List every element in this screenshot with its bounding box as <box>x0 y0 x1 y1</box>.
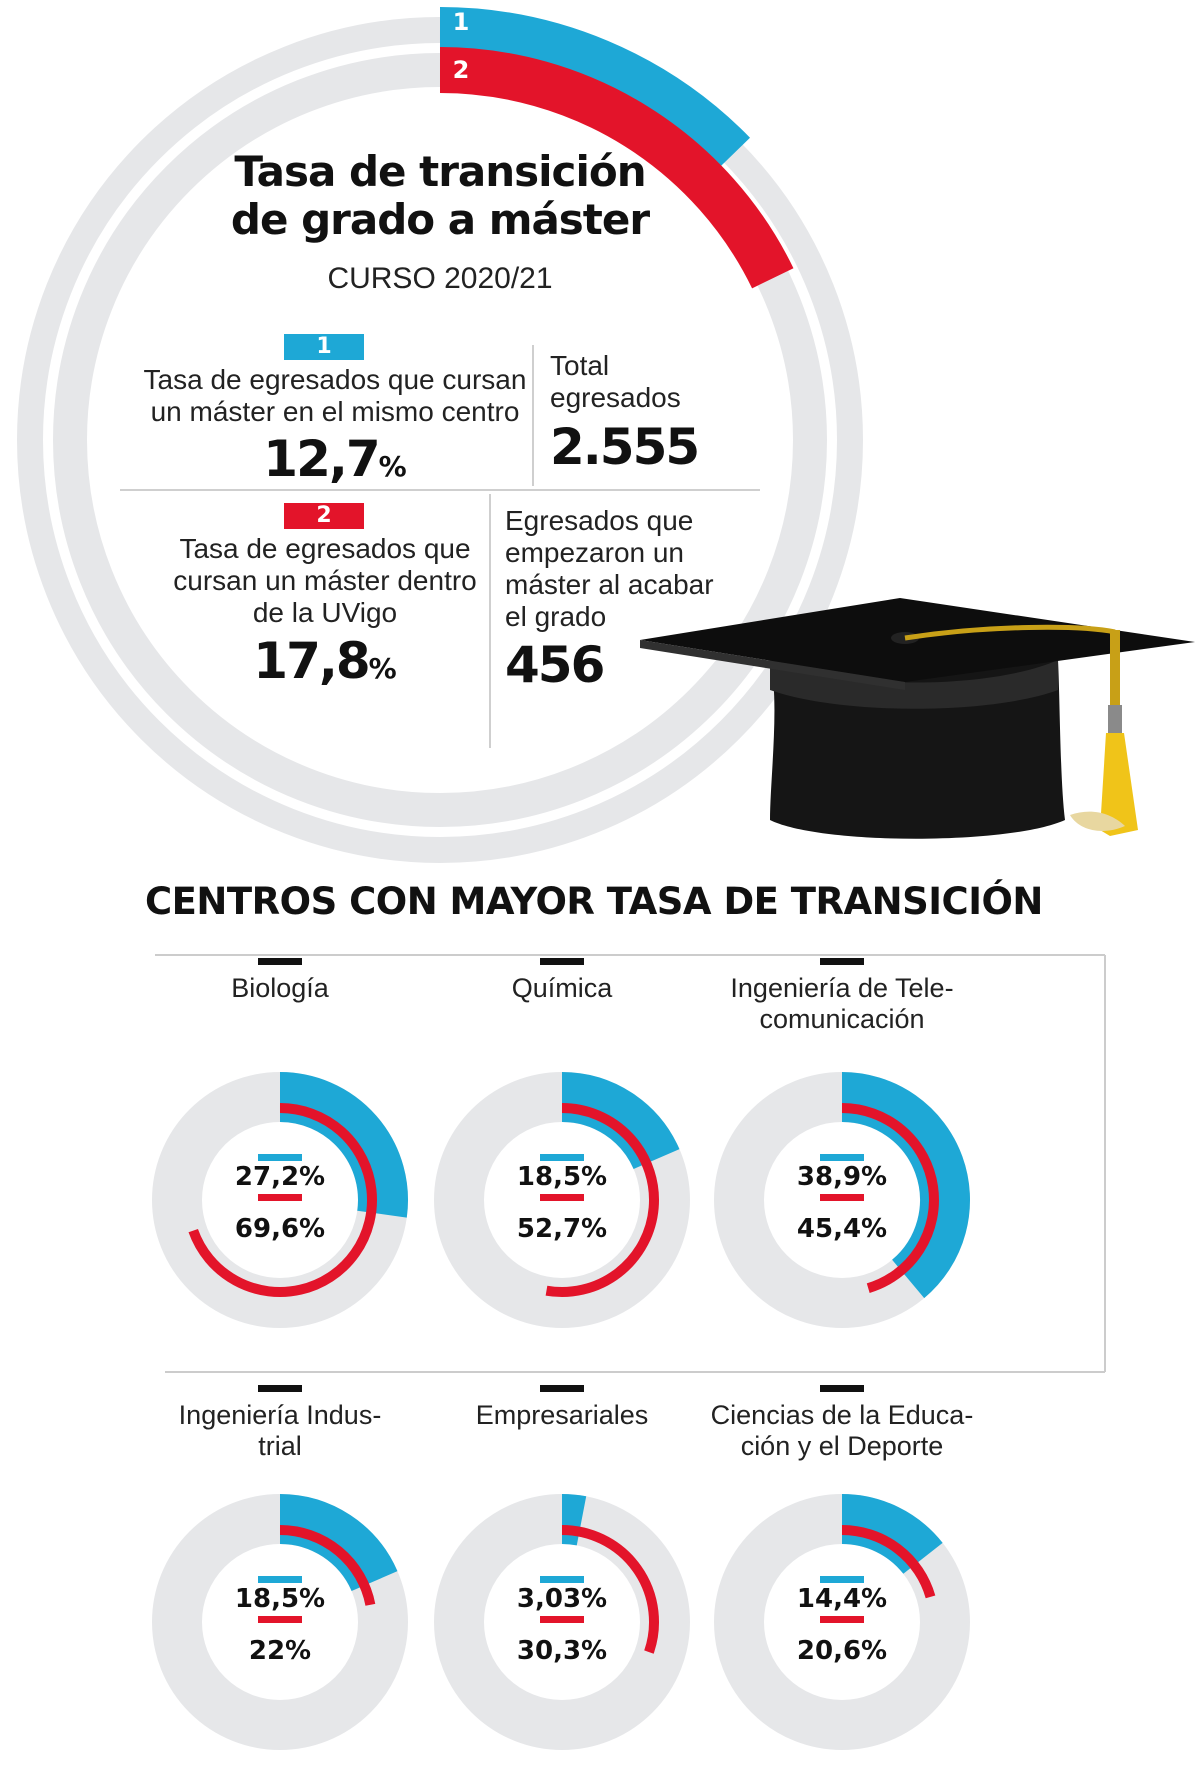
rate1-number: 12,7 <box>263 430 380 488</box>
rate2-label-line-3: de la UVigo <box>252 597 398 628</box>
rate2-unit: % <box>368 652 397 685</box>
center-value-2-4: 30,3% <box>516 1636 608 1666</box>
center-value-2-0: 69,6% <box>234 1214 326 1244</box>
center-dash-5 <box>820 1385 864 1392</box>
rate2-value: 17,8% <box>130 632 520 690</box>
started-label-line-4: el grado <box>505 601 607 632</box>
center-value-1-3: 18,5% <box>234 1584 326 1614</box>
center-name-1: Química <box>412 973 712 1004</box>
rate2-badge: 2 <box>284 503 364 529</box>
center-legend-2-2 <box>820 1194 864 1201</box>
center-name-line-1: Ingeniería de Tele- <box>730 973 954 1003</box>
center-legend-2-1 <box>540 1194 584 1201</box>
center-arc-2-1 <box>545 1103 659 1297</box>
center-legend-2-3 <box>258 1616 302 1623</box>
center-name-line-2: comunicación <box>759 1004 925 1034</box>
center-arc-2-4 <box>561 1525 659 1654</box>
center-legend-1-1 <box>540 1154 584 1161</box>
graduation-cap-icon <box>640 598 1195 839</box>
center-legend-1-5 <box>820 1576 864 1583</box>
rate1-badge: 1 <box>284 334 364 360</box>
center-dash-3 <box>258 1385 302 1392</box>
center-value-2-5: 20,6% <box>796 1636 888 1666</box>
rate1-unit: % <box>378 450 407 483</box>
center-arc-2-2 <box>841 1103 939 1293</box>
center-value-1-4: 3,03% <box>516 1584 608 1614</box>
ring-label-1: 1 <box>452 8 470 36</box>
center-legend-1-0 <box>258 1154 302 1161</box>
center-name-5: Ciencias de la Educa-ción y el Deporte <box>692 1400 992 1462</box>
center-arc-1-3 <box>279 1494 398 1592</box>
center-ring-charts <box>152 1072 970 1750</box>
center-name-line-1: Ingeniería Indus- <box>178 1400 382 1430</box>
center-value-2-3: 22% <box>248 1636 312 1666</box>
total-value: 2.555 <box>550 418 700 476</box>
center-value-1-0: 27,2% <box>234 1162 326 1192</box>
center-name-0: Biología <box>130 973 430 1004</box>
ring-label-2: 2 <box>452 56 470 84</box>
center-arc-2-5 <box>841 1525 936 1599</box>
center-arc-2-3 <box>279 1525 376 1606</box>
main-ring-chart <box>17 7 863 863</box>
started-label-line-3: máster al acabar <box>505 569 714 600</box>
center-value-1-1: 18,5% <box>516 1162 608 1192</box>
rate2-label-line-2: cursan un máster dentro <box>173 565 477 596</box>
started-label: Egresados que empezaron un máster al aca… <box>505 505 745 633</box>
center-legend-1-2 <box>820 1154 864 1161</box>
center-arc-2-0 <box>188 1103 377 1297</box>
started-value: 456 <box>505 636 605 694</box>
subtitle: CURSO 2020/21 <box>327 262 553 295</box>
center-name-line-1: Biología <box>231 973 329 1003</box>
center-name-2: Ingeniería de Tele-comunicación <box>692 973 992 1035</box>
center-name-line-1: Química <box>511 973 613 1003</box>
total-label-line-1: Total <box>550 350 610 381</box>
total-label: Total egresados <box>550 350 750 414</box>
rate2-label: Tasa de egresados que cursan un máster d… <box>130 533 520 629</box>
center-arc-1-5 <box>841 1494 943 1575</box>
main-arc-1 <box>439 7 750 170</box>
center-name-line-2: ción y el Deporte <box>740 1431 944 1461</box>
center-legend-1-3 <box>258 1576 302 1583</box>
center-value-2-1: 52,7% <box>516 1214 608 1244</box>
rate2-label-line-1: Tasa de egresados que <box>179 533 471 564</box>
center-value-1-2: 38,9% <box>796 1162 888 1192</box>
center-dash-0 <box>258 958 302 965</box>
center-legend-1-4 <box>540 1576 584 1583</box>
rate1-value: 12,7% <box>135 430 535 488</box>
started-label-line-1: Egresados que <box>505 505 694 536</box>
rate1-label-line-1: Tasa de egresados que cursan <box>143 364 527 395</box>
center-legend-2-4 <box>540 1616 584 1623</box>
center-value-1-5: 14,4% <box>796 1584 888 1614</box>
center-arc-1-0 <box>279 1072 408 1218</box>
center-arc-1-4 <box>561 1494 587 1546</box>
center-name-4: Empresariales <box>412 1400 712 1431</box>
center-dash-4 <box>540 1385 584 1392</box>
title-line-1: Tasa de transición <box>234 147 646 196</box>
center-arc-1-1 <box>561 1072 680 1170</box>
center-name-line-1: Empresariales <box>475 1400 649 1430</box>
total-label-line-2: egresados <box>550 382 681 413</box>
title-line-2: de grado a máster <box>230 195 650 244</box>
center-dash-2 <box>820 958 864 965</box>
main-arc-2 <box>439 47 794 289</box>
center-legend-2-0 <box>258 1194 302 1201</box>
rate1-label: Tasa de egresados que cursan un máster e… <box>135 364 535 428</box>
started-label-line-2: empezaron un <box>505 537 685 568</box>
rate1-label-line-2: un máster en el mismo centro <box>150 396 520 427</box>
page-title: Tasa de transición de grado a máster <box>190 148 690 244</box>
center-value-2-2: 45,4% <box>796 1214 888 1244</box>
rate2-number: 17,8 <box>253 632 370 690</box>
center-legend-2-5 <box>820 1616 864 1623</box>
center-name-3: Ingeniería Indus-trial <box>130 1400 430 1462</box>
center-name-line-1: Ciencias de la Educa- <box>710 1400 974 1430</box>
center-arc-1-2 <box>841 1072 970 1299</box>
section-title: CENTROS CON MAYOR TASA DE TRANSICIÓN <box>145 880 1043 923</box>
center-name-line-2: trial <box>258 1431 302 1461</box>
center-dash-1 <box>540 958 584 965</box>
